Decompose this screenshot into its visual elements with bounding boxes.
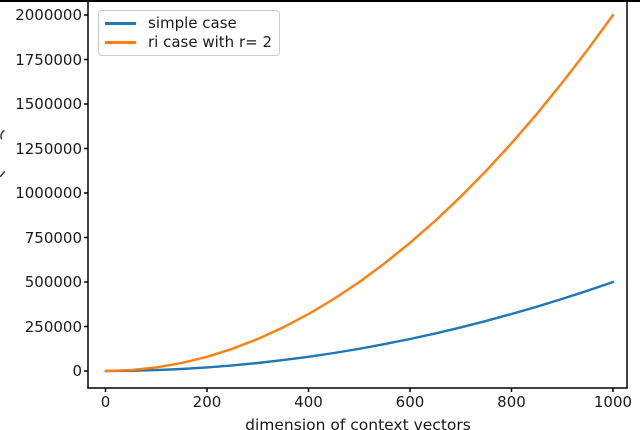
- y-tick-label: 0: [72, 362, 82, 380]
- x-tick-label: 400: [294, 393, 323, 411]
- y-tick-label: 2000000: [15, 6, 82, 24]
- y-tick-label: 1500000: [15, 95, 82, 113]
- tick-marks: [84, 14, 614, 392]
- legend-line-swatch: [105, 41, 136, 44]
- y-tick-label: 1750000: [15, 51, 82, 69]
- y-tick-label: 1250000: [15, 140, 82, 158]
- x-tick-label: 1000: [593, 393, 633, 411]
- series-lines: [104, 13, 615, 373]
- y-tick-label: 1000000: [15, 184, 82, 202]
- x-tick-label: 800: [497, 393, 526, 411]
- y-tick-label: 500000: [24, 273, 82, 291]
- series-line-simple-case: [104, 280, 615, 373]
- legend-label: ri case with r= 2: [148, 33, 272, 51]
- legend: simple case ri case with r= 2: [98, 10, 280, 56]
- x-axis-label: dimension of context vectors: [245, 416, 471, 430]
- x-tick-label: 0: [100, 393, 111, 411]
- legend-item-simple-case: simple case: [99, 14, 279, 33]
- ylabel-fragment: [0, 129, 6, 178]
- legend-item-ri-case: ri case with r= 2: [99, 33, 279, 52]
- series-line-ri-case-with-r-2: [104, 13, 615, 373]
- x-tick-label: 200: [192, 393, 222, 411]
- y-tick-label: 250000: [24, 318, 82, 336]
- legend-label: simple case: [148, 14, 237, 32]
- y-tick-label: 750000: [24, 229, 82, 247]
- legend-line-swatch: [105, 22, 136, 25]
- x-tick-label: 600: [395, 393, 425, 411]
